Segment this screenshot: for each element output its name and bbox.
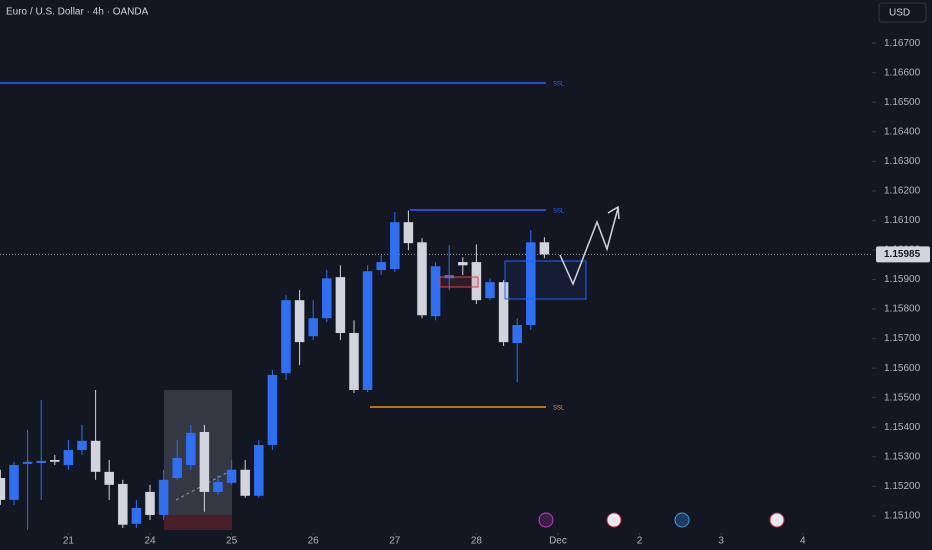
candle-body [485, 282, 495, 299]
candle-body [376, 262, 386, 271]
candle-body [226, 469, 237, 483]
y-tick-label: 1.16200 [884, 186, 921, 197]
candle-body [362, 271, 373, 390]
event-icon[interactable] [674, 512, 690, 528]
y-tick-label: 1.16300 [884, 156, 921, 167]
y-tick-label: 1.15400 [884, 422, 921, 433]
projection-arrowhead [607, 205, 620, 220]
blue-zone [504, 260, 587, 300]
y-tick-label: 1.15700 [884, 333, 921, 344]
candle-body [322, 278, 332, 319]
candle-body [335, 277, 346, 333]
candle-body [145, 491, 155, 515]
candle-body [526, 242, 536, 325]
session-strip [164, 515, 232, 530]
candle-body [104, 471, 114, 485]
x-tick-label: 4 [800, 536, 806, 547]
x-tick-label: 26 [308, 536, 320, 547]
event-icon[interactable] [769, 512, 785, 528]
event-icon[interactable] [538, 512, 554, 528]
candle-body [77, 440, 87, 450]
candle-body [458, 262, 468, 266]
candle-body [471, 262, 482, 301]
x-tick-label: 2 [637, 536, 643, 547]
candle-body [281, 300, 291, 374]
y-tick-label: 1.16500 [884, 97, 921, 108]
ssl-label: SSL [553, 82, 565, 88]
candle-body [158, 479, 169, 515]
candle-body [539, 242, 550, 255]
candle-body [254, 444, 264, 496]
candle-body [131, 507, 142, 524]
last-price-label: 1.15985 [884, 249, 921, 260]
candle-body [349, 332, 359, 390]
candle-body [90, 440, 101, 472]
ssl-label: SSL [553, 406, 565, 412]
y-tick-label: 1.16100 [884, 215, 921, 226]
candle-body [199, 431, 210, 492]
candle-body [267, 374, 278, 445]
candle-body [512, 325, 522, 344]
y-tick-label: 1.15600 [884, 363, 921, 374]
candle-body [9, 465, 19, 500]
x-tick-label: 25 [226, 536, 238, 547]
y-tick-label: 1.15500 [884, 392, 921, 403]
candle-body [186, 432, 196, 466]
candle-body [63, 449, 74, 466]
axis-layer: 1.15100 1.15200 1.15300 1.15400 1.15500 1.156… [63, 38, 930, 547]
candle-body [172, 457, 182, 479]
currency-button[interactable] [878, 2, 927, 23]
symbol-title: Euro / U.S. Dollar · 4h · OANDA [6, 7, 149, 18]
y-tick-label: 1.16400 [884, 126, 921, 137]
x-tick-label: 24 [144, 536, 156, 547]
candles [0, 210, 550, 530]
candle-body [0, 478, 6, 500]
x-tick-label: 3 [718, 536, 724, 547]
price-axis [872, 0, 932, 550]
candle-body [308, 318, 318, 337]
y-tick-label: 1.16600 [884, 67, 921, 78]
x-tick-label: 21 [63, 536, 75, 547]
event-icon[interactable] [606, 512, 622, 528]
red-zone [439, 276, 479, 288]
y-tick-label: 1.15100 [884, 511, 921, 522]
last-price-box [876, 246, 930, 263]
candle-body [417, 242, 427, 316]
candle-body [50, 460, 60, 462]
candle-body [240, 469, 250, 496]
candle-body [498, 282, 509, 343]
candle-body [213, 481, 223, 492]
x-tick-label: 28 [471, 536, 483, 547]
y-tick-label: 1.15800 [884, 304, 921, 315]
candle-body [36, 460, 46, 463]
candle-body [403, 222, 414, 244]
time-axis [0, 533, 872, 550]
ssl-label: SSL [553, 209, 565, 215]
candle-body [22, 461, 33, 464]
candle-body [430, 266, 441, 317]
x-tick-label: Dec [549, 536, 567, 547]
projection-path [559, 207, 619, 286]
candle-body [390, 222, 400, 270]
candle-body [118, 483, 128, 525]
currency-label[interactable]: USD [889, 8, 910, 19]
y-tick-label: 1.15200 [884, 481, 921, 492]
candle-body [294, 300, 305, 343]
y-tick-label: 1.16700 [884, 38, 921, 49]
y-tick-label: 1.15300 [884, 451, 921, 462]
x-tick-label: 27 [389, 536, 401, 547]
y-tick-label: 1.15900 [884, 274, 921, 285]
session-box [164, 390, 232, 515]
